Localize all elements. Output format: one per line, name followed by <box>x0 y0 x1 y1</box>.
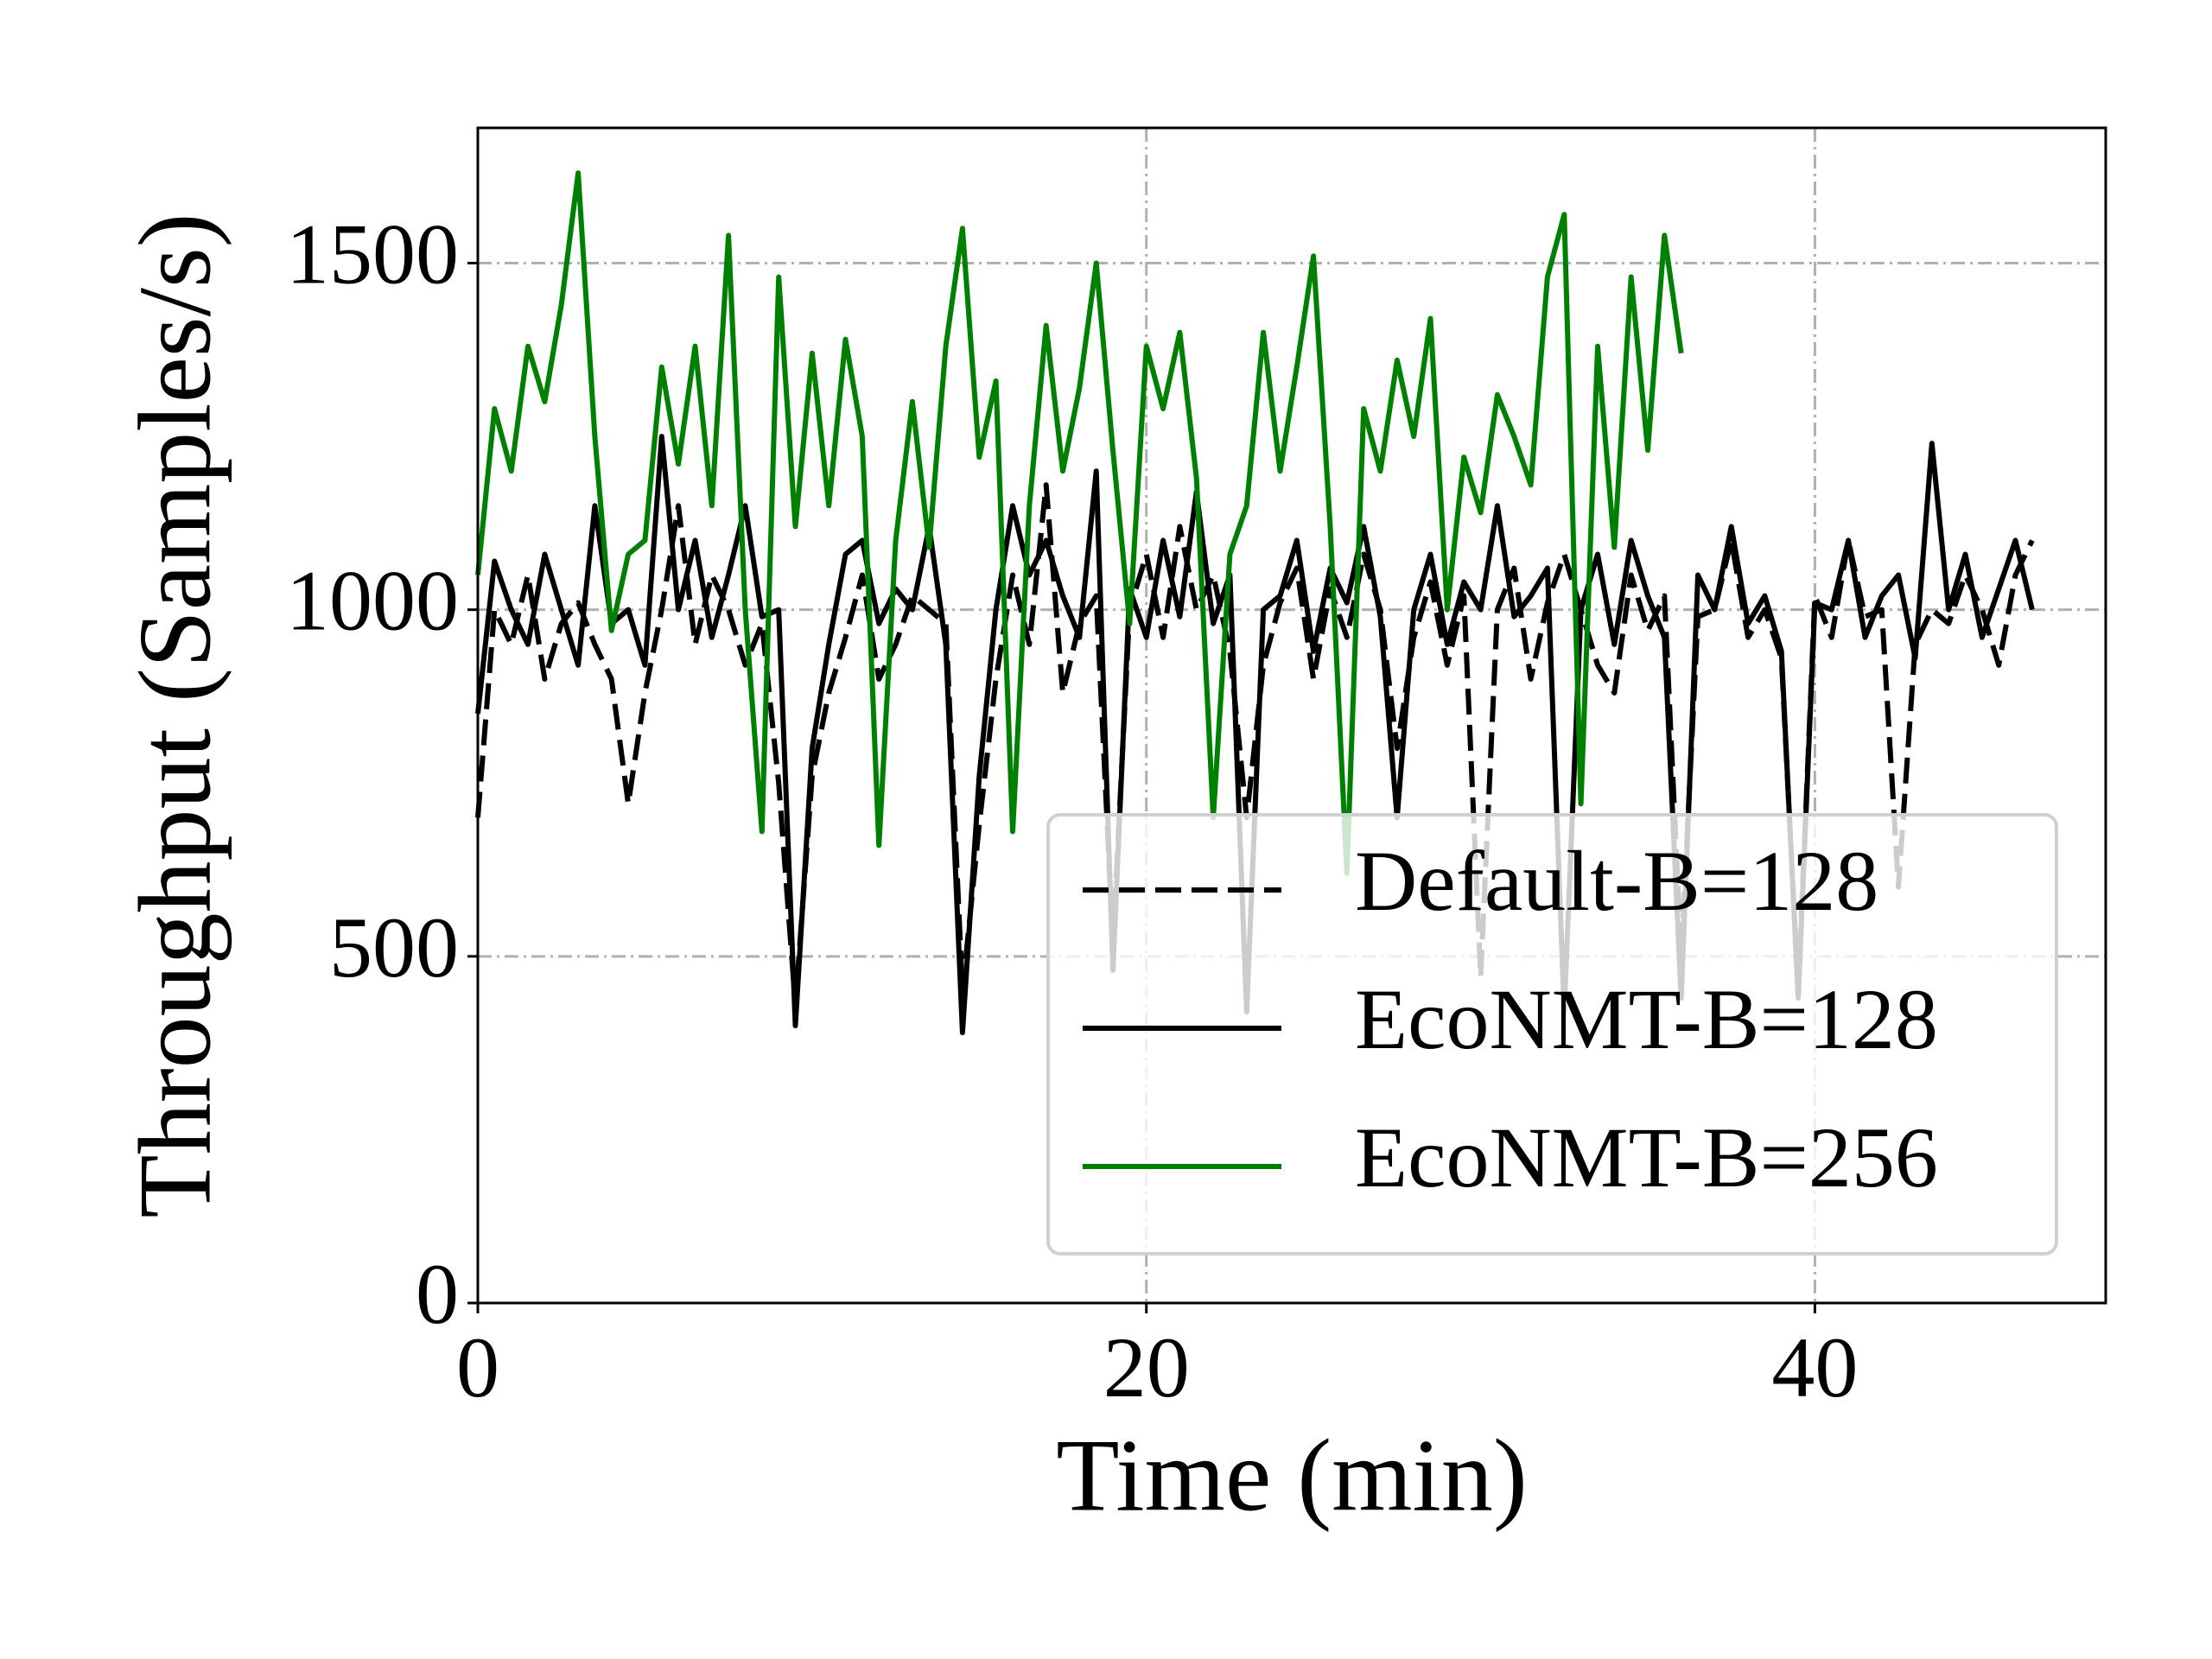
y-tick-label: 1000 <box>286 553 459 649</box>
x-tick-label: 40 <box>1771 1319 1858 1415</box>
x-tick-label: 20 <box>1103 1319 1190 1415</box>
series-line <box>475 482 2035 1007</box>
x-tick-label: 0 <box>456 1319 499 1415</box>
series-line <box>475 170 1684 876</box>
x-axis-label: Time (min) <box>1056 1418 1528 1533</box>
legend-label: EcoNMT-B=128 <box>1355 971 1938 1067</box>
y-tick-label: 0 <box>416 1246 459 1342</box>
legend-box <box>1046 813 2058 1255</box>
legend-label: EcoNMT-B=256 <box>1355 1109 1938 1205</box>
y-axis-label: Throughput (Samples/s) <box>118 213 232 1217</box>
series-line <box>475 434 2035 1036</box>
plot-frame <box>476 126 2107 1305</box>
y-tick-label: 1500 <box>286 206 459 302</box>
legend-label: Default-B=128 <box>1355 833 1878 929</box>
y-tick-label: 500 <box>329 899 459 995</box>
